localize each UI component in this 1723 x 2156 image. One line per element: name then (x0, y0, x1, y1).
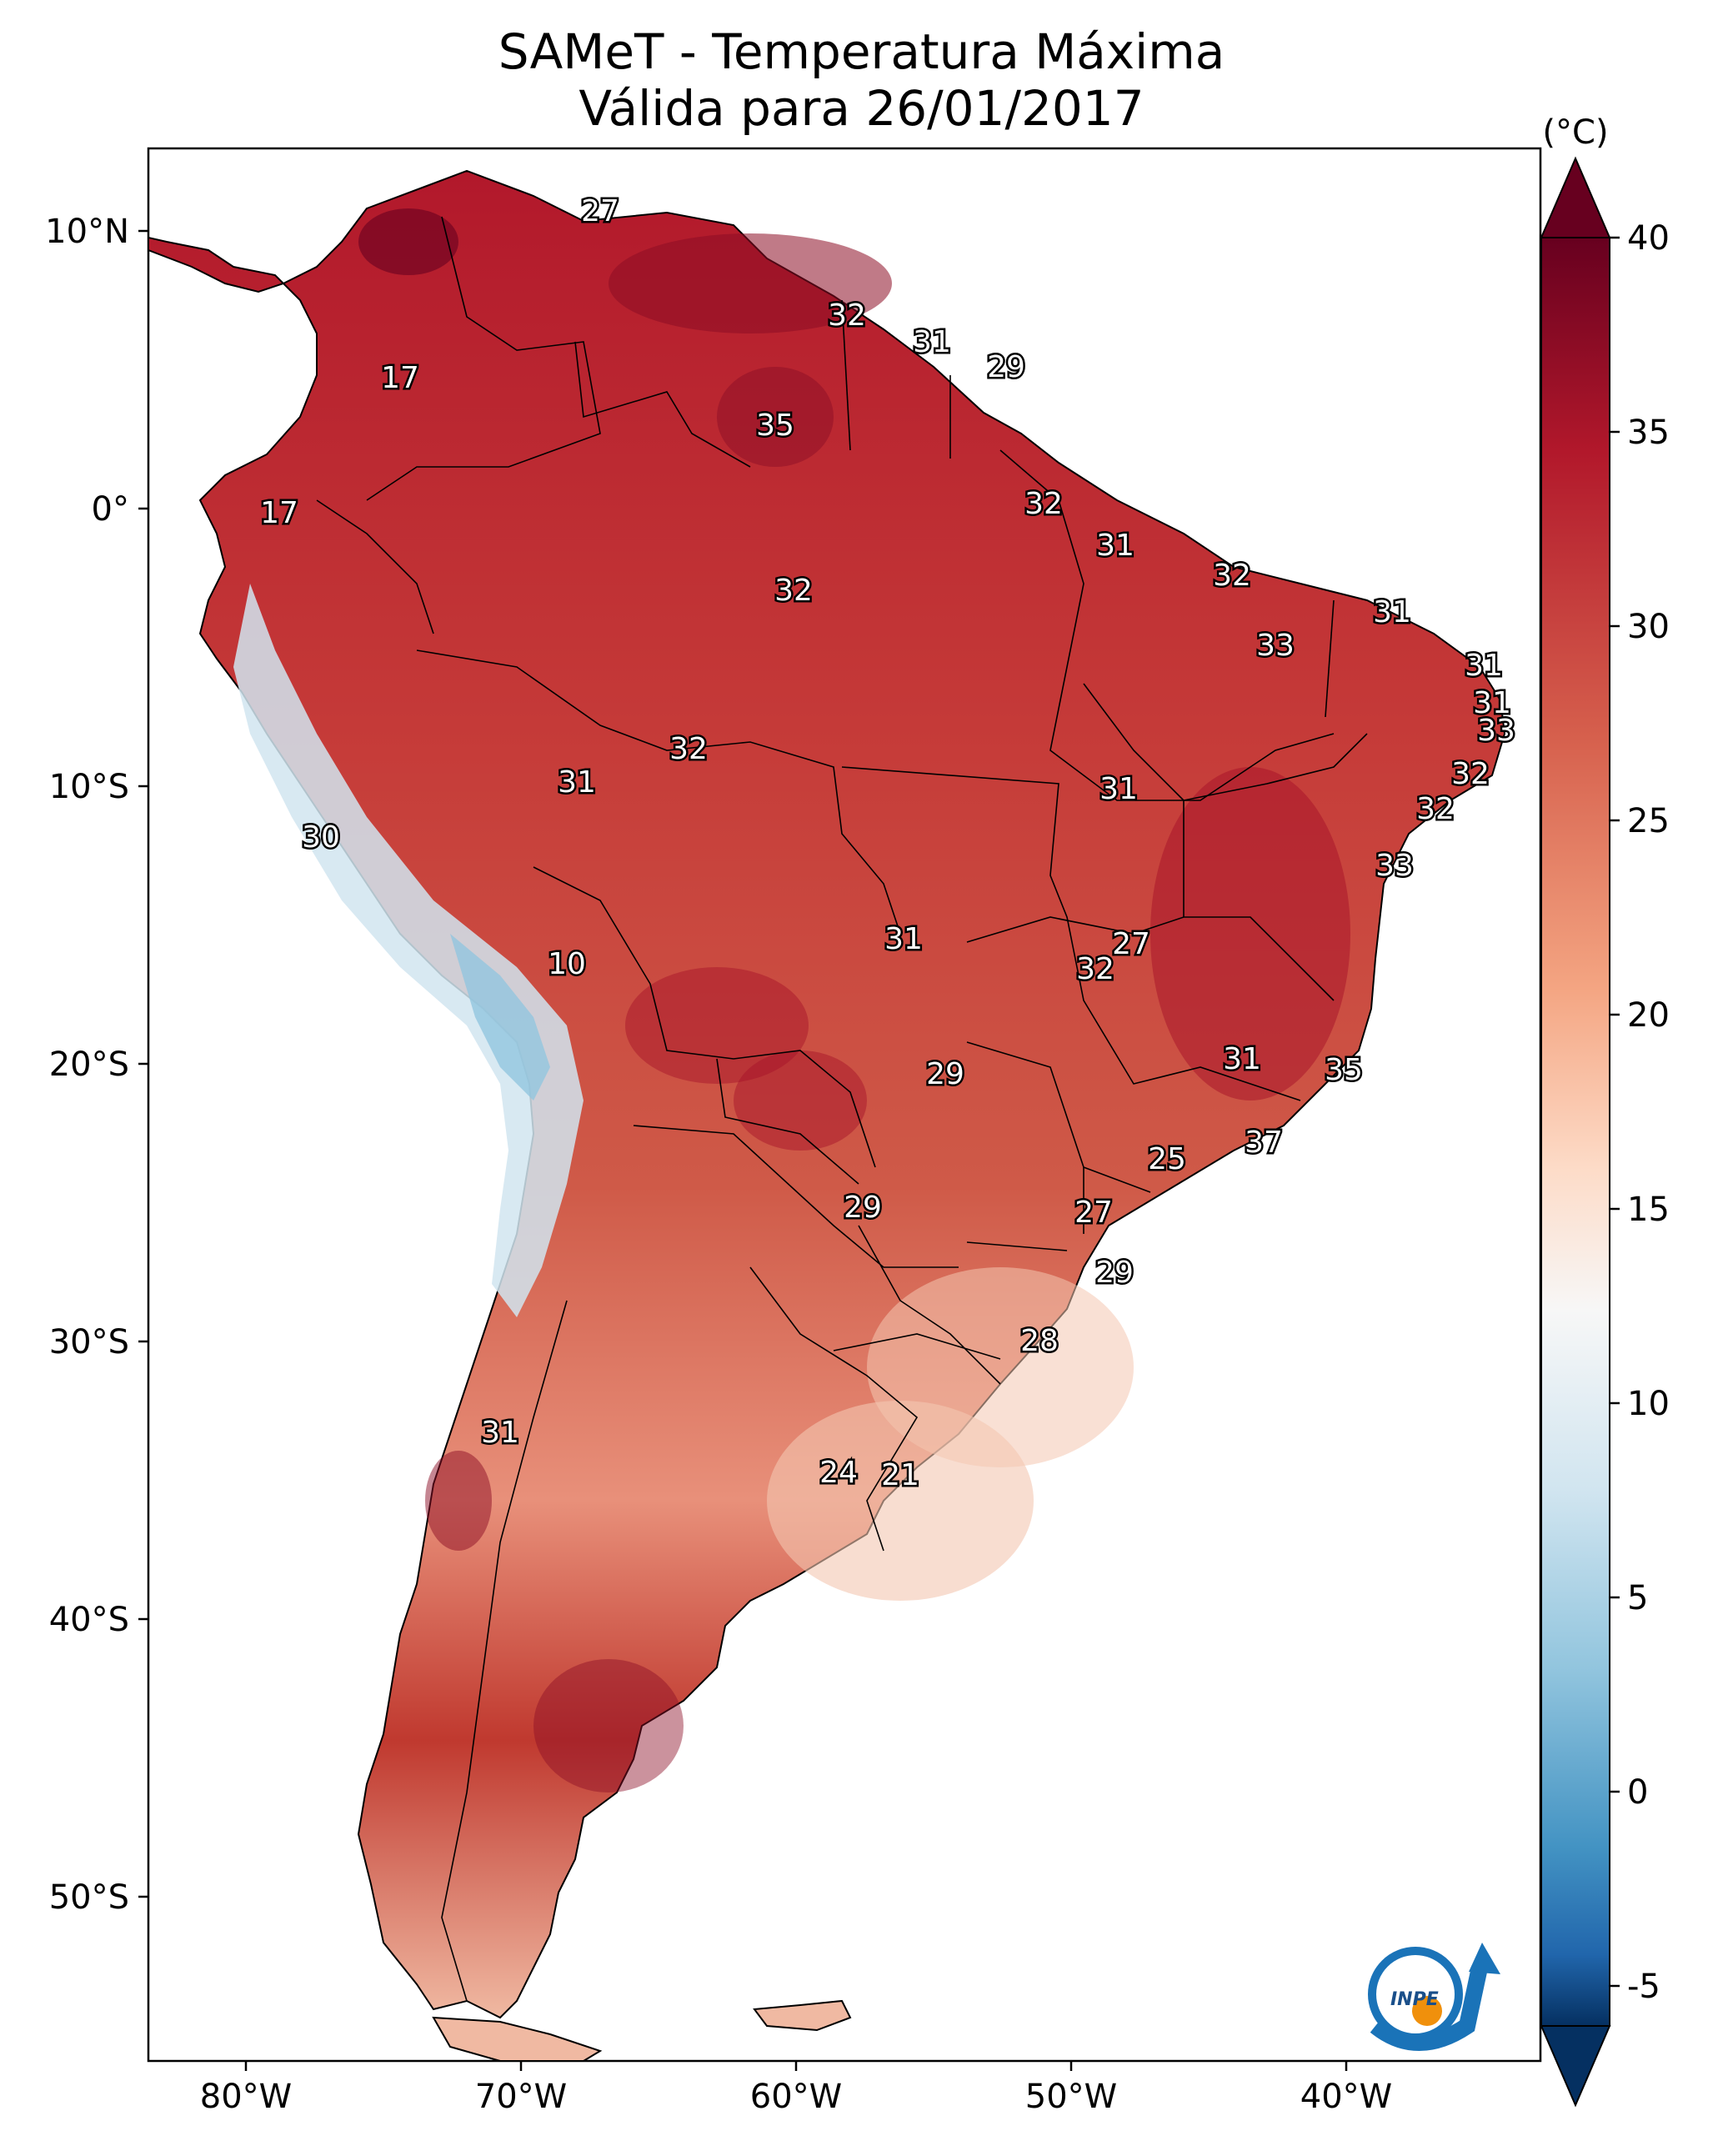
lat-label: 40°S (49, 1601, 129, 1639)
station-values: 27 17 17 30 32 31 29 35 32 32 31 32 31 3… (258, 193, 1518, 1495)
station-value: 25 (1148, 1142, 1186, 1176)
colorbar-tick: 40 (1627, 219, 1670, 258)
station-value: 31 (558, 765, 596, 800)
lon-label: 70°W (475, 2078, 567, 2116)
colorbar-tick: 0 (1627, 1773, 1648, 1812)
station-value: 32 (1213, 559, 1251, 593)
lon-label: 50°W (1025, 2078, 1117, 2116)
station-value: 32 (1416, 792, 1455, 826)
station-value: 31 (1223, 1042, 1261, 1076)
map-title-line1: SAMeT - Temperatura Máxima (498, 23, 1225, 80)
station-value: 31 (913, 325, 951, 359)
colorbar-tick: 15 (1627, 1191, 1670, 1229)
station-value: 32 (774, 574, 813, 608)
station-value: 28 (1020, 1324, 1059, 1358)
south-america-landmass (148, 169, 1506, 2061)
latitude-axis (138, 229, 148, 1898)
station-value: 31 (884, 922, 923, 956)
lat-label: 10°S (49, 768, 129, 806)
lon-label: 80°W (200, 2078, 292, 2116)
station-value: 31 (1099, 772, 1138, 806)
colorbar-tick: 5 (1627, 1579, 1648, 1617)
station-value: 31 (1465, 649, 1503, 683)
station-value: 32 (1076, 952, 1114, 986)
station-value: 31 (1473, 686, 1511, 720)
station-value: 21 (881, 1458, 919, 1492)
colorbar-tick: 30 (1627, 608, 1670, 646)
map-title-line2: Válida para 26/01/2017 (579, 80, 1144, 137)
station-value: 32 (669, 732, 708, 766)
lat-label: 20°S (49, 1045, 129, 1084)
station-value: 32 (1451, 757, 1490, 791)
lat-label: 10°N (45, 213, 129, 251)
station-value: 31 (1373, 595, 1411, 629)
station-value: 31 (1096, 529, 1134, 563)
station-value: 33 (1256, 629, 1295, 663)
station-value: 24 (819, 1456, 858, 1490)
station-value: 33 (1375, 849, 1414, 883)
station-value: 17 (260, 496, 298, 530)
colorbar-tick: 10 (1627, 1385, 1670, 1423)
station-value: 35 (756, 409, 794, 443)
station-value: 30 (302, 820, 340, 855)
inpe-logo: INPE (1368, 1943, 1500, 2051)
station-value: 29 (926, 1057, 964, 1091)
station-value: 29 (844, 1191, 882, 1225)
lat-label: 50°S (49, 1878, 129, 1917)
station-value: 32 (1024, 487, 1063, 521)
station-value: 32 (828, 298, 866, 333)
station-value: 29 (987, 350, 1025, 384)
station-value: 17 (381, 361, 419, 395)
longitude-axis (244, 2061, 1348, 2071)
colorbar-tick: 35 (1627, 414, 1670, 452)
inpe-logo-text: INPE (1390, 1989, 1439, 2010)
colorbar-tick: 25 (1627, 802, 1670, 840)
longitude-labels: 80°W 70°W 60°W 50°W 40°W (200, 2078, 1392, 2116)
station-value: 37 (1245, 1126, 1283, 1160)
latitude-labels: 10°N 0° 10°S 20°S 30°S 40°S 50°S (45, 213, 129, 1917)
colorbar-tick: 20 (1627, 996, 1670, 1035)
lat-label: 30°S (49, 1323, 129, 1361)
lon-label: 60°W (750, 2078, 842, 2116)
station-value: 10 (548, 947, 586, 981)
colorbar: (°C) 40 35 30 25 20 15 10 5 0 -5 (1540, 113, 1670, 2108)
lat-label: 0° (92, 490, 129, 529)
station-value: 33 (1477, 714, 1515, 748)
station-value: 31 (481, 1416, 519, 1450)
station-value: 35 (1325, 1053, 1363, 1087)
station-value: 29 (1095, 1256, 1134, 1290)
lon-label: 40°W (1300, 2078, 1392, 2116)
colorbar-unit: (°C) (1542, 113, 1608, 152)
station-value: 27 (581, 194, 619, 228)
station-value: 27 (1112, 927, 1150, 961)
colorbar-tick: -5 (1627, 1968, 1660, 2006)
station-value: 27 (1074, 1196, 1113, 1230)
